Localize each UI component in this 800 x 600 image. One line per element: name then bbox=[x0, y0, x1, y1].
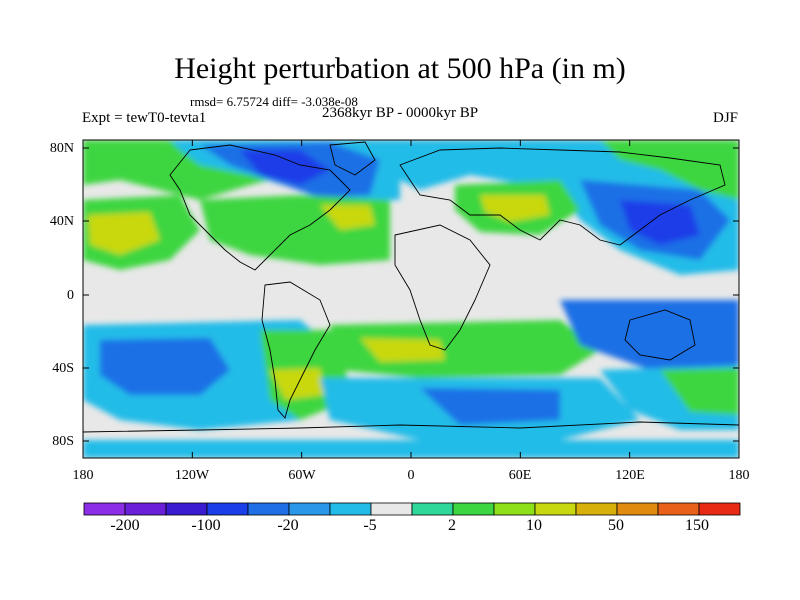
colorbar-swatch bbox=[657, 502, 700, 516]
lon-label: 120W bbox=[174, 468, 210, 483]
field-region-deep-blue bbox=[240, 150, 330, 185]
lat-label: 40S bbox=[52, 361, 74, 376]
lon-label: 60E bbox=[508, 468, 532, 483]
colorbar-swatch bbox=[124, 502, 167, 516]
coastline-south-america bbox=[261, 281, 331, 419]
lon-label: 180 bbox=[728, 468, 750, 483]
coastline-antarctica bbox=[82, 421, 740, 433]
coastline-eurasia bbox=[399, 147, 726, 246]
colorbar-swatch bbox=[247, 502, 290, 516]
field-region-green bbox=[660, 368, 739, 415]
field-region-light-blue bbox=[83, 440, 739, 458]
colorbar-swatch bbox=[616, 502, 659, 516]
lat-label: 80N bbox=[49, 141, 74, 156]
experiment-label: Expt = tewT0-tevta1 bbox=[82, 110, 207, 126]
coastline-north-america bbox=[169, 144, 351, 271]
colorbar-swatch bbox=[83, 502, 126, 516]
colorbar-swatch bbox=[411, 502, 454, 516]
coastline-greenland bbox=[329, 141, 376, 176]
colorbar-swatch bbox=[452, 502, 495, 516]
colorbar-label: -200 bbox=[110, 517, 140, 534]
period-label: 2368kyr BP - 0000kyr BP bbox=[322, 105, 479, 121]
field-region-yellow-green bbox=[360, 338, 445, 362]
colorbar-label: 2 bbox=[448, 517, 456, 534]
lat-label: 0 bbox=[67, 288, 74, 303]
field-region-green bbox=[600, 140, 739, 200]
colorbar-swatch bbox=[206, 502, 249, 516]
field-region-deep-blue bbox=[620, 200, 700, 245]
colorbar-swatch bbox=[329, 502, 372, 516]
colorbar-swatch bbox=[370, 502, 413, 516]
stats-line: rmsd= 6.75724 diff= -3.038e-08 bbox=[190, 94, 358, 109]
colorbar-label: -100 bbox=[191, 517, 221, 534]
field-region-mid-blue bbox=[560, 300, 739, 370]
height-field bbox=[83, 140, 739, 458]
colorbar-swatch bbox=[698, 502, 741, 516]
coastlines bbox=[82, 141, 740, 433]
coastline-australia bbox=[624, 309, 696, 361]
lon-label: 0 bbox=[407, 468, 415, 483]
colorbar-label: -5 bbox=[363, 517, 377, 534]
colorbar-swatch bbox=[288, 502, 331, 516]
colorbar-swatch bbox=[575, 502, 618, 516]
colorbar-label: -20 bbox=[277, 517, 299, 534]
field-region-mid-blue bbox=[100, 338, 230, 395]
lat-label: 80S bbox=[52, 434, 74, 449]
lat-label: 40N bbox=[49, 214, 74, 229]
field-region-yellow-green bbox=[320, 205, 375, 230]
colorbar-swatch bbox=[493, 502, 536, 516]
lon-label: 60W bbox=[288, 468, 316, 483]
lon-label: 120E bbox=[615, 468, 645, 483]
field-region-green bbox=[330, 320, 600, 378]
field-region-yellow-green bbox=[88, 212, 160, 255]
season-label: DJF bbox=[713, 110, 739, 126]
colorbar-swatch bbox=[534, 502, 577, 516]
coastline-africa bbox=[394, 224, 491, 351]
field-region-mid-blue bbox=[420, 388, 560, 425]
colorbar-label: 50 bbox=[608, 517, 624, 534]
colorbar bbox=[83, 502, 741, 516]
map-title: Height perturbation at 500 hPa (in m) bbox=[174, 52, 626, 85]
colorbar-label: 10 bbox=[526, 517, 542, 534]
colorbar-label: 150 bbox=[685, 517, 709, 534]
lon-label: 180 bbox=[72, 468, 94, 483]
colorbar-swatch bbox=[165, 502, 208, 516]
axis-ticks bbox=[82, 140, 740, 458]
